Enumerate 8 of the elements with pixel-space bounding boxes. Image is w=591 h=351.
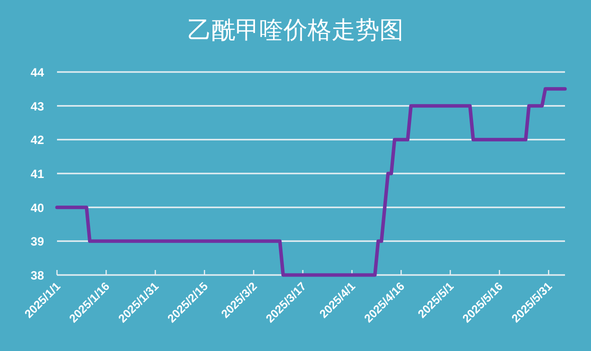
y-tick-label: 38	[30, 268, 44, 282]
y-tick-label: 44	[30, 66, 44, 80]
chart-title: 乙酰甲喹价格走势图	[188, 17, 404, 44]
y-tick-label: 39	[30, 234, 44, 249]
y-tick-label: 41	[30, 167, 44, 181]
y-tick-label: 42	[30, 133, 44, 148]
y-tick-label: 43	[30, 99, 44, 114]
y-tick-label: 40	[30, 200, 44, 215]
